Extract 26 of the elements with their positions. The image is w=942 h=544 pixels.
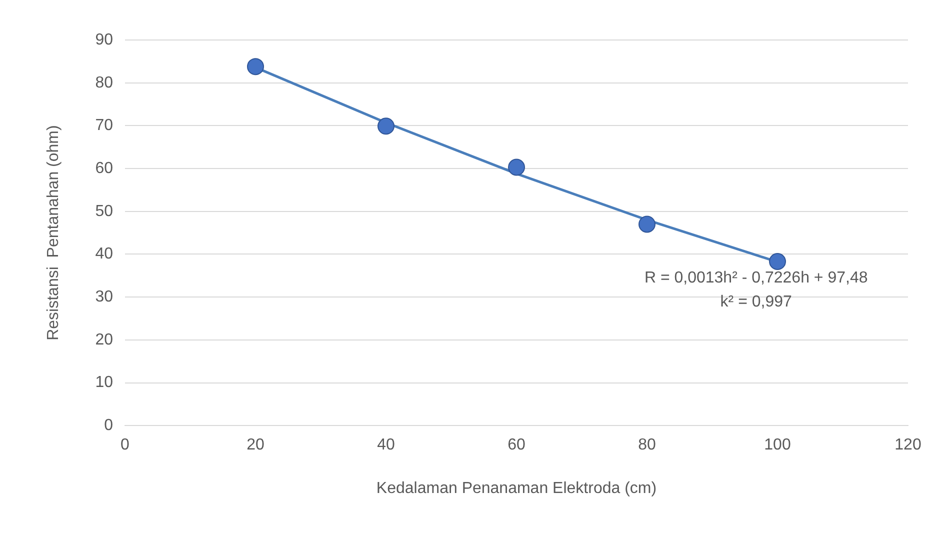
point	[769, 253, 786, 270]
y-tick-label: 10	[95, 374, 114, 392]
point	[247, 58, 264, 76]
point	[378, 118, 394, 135]
y-tick-label: 80	[95, 74, 114, 92]
x-tick-label: 120	[894, 436, 922, 454]
x-axis-title: Kedalaman Penanaman Elektroda (cm)	[376, 480, 657, 497]
y-tick-label: 50	[95, 202, 114, 220]
y-tick-label: 0	[104, 417, 114, 434]
annotation: k² = 0,997	[720, 294, 792, 311]
x-tick-label: 100	[764, 436, 791, 454]
y-tick-label: 90	[95, 31, 114, 48]
y-tick-label: 30	[95, 288, 114, 306]
x-tick-label: 0	[120, 436, 130, 454]
x-tick-label: 80	[638, 436, 656, 454]
y-tick-label: 20	[95, 331, 114, 348]
y-axis-title: Resistansi Pentanahan (ohm)	[45, 125, 62, 340]
point	[508, 158, 525, 176]
x-tick-label: 40	[377, 436, 395, 454]
y-tick-label: 40	[95, 246, 114, 263]
x-tick-label: 60	[508, 436, 526, 454]
x-tick-label: 20	[246, 436, 264, 454]
point	[638, 216, 656, 233]
y-tick-label: 60	[95, 160, 114, 177]
annotation: R = 0,0013h² - 0,7226h + 97,48	[644, 270, 868, 287]
y-tick-label: 70	[95, 117, 114, 134]
